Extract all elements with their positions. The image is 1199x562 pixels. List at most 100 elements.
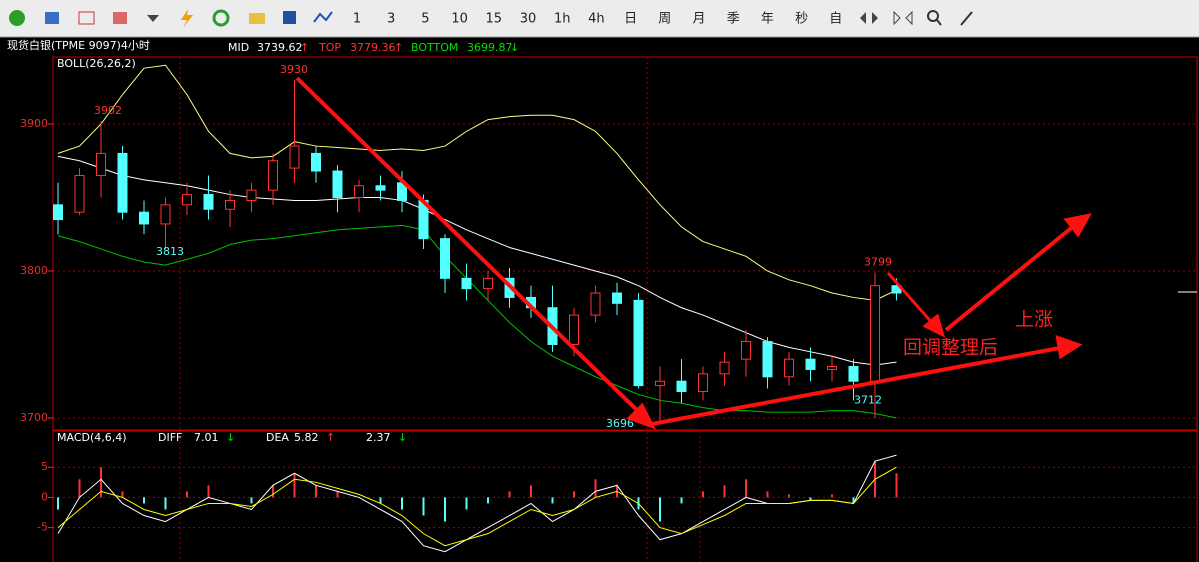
readout-value: 2.37	[366, 431, 391, 444]
candle-body	[805, 358, 816, 370]
flash-icon[interactable]	[181, 9, 193, 28]
price-panel	[52, 56, 1198, 431]
macd-title: MACD(4,6,4)	[57, 431, 127, 444]
top-value: 3779.36	[350, 41, 396, 54]
indicator-line	[57, 155, 897, 366]
readout-label: DEA	[266, 431, 289, 444]
period-button[interactable]: 季	[727, 12, 740, 27]
candle-body	[827, 366, 837, 370]
search-handle	[936, 19, 942, 26]
price-annotation: 3930	[280, 63, 308, 76]
save-icon[interactable]	[283, 11, 296, 24]
candle-body	[741, 341, 751, 360]
period-button[interactable]: 自	[829, 12, 842, 27]
top-label: TOP	[318, 41, 341, 54]
candle-body	[784, 358, 794, 378]
period-button[interactable]: 1	[353, 12, 361, 27]
macd-readouts: DIFF 7.01 ↓ DEA 5.82 ↑ 2.37 ↓	[158, 431, 407, 444]
readout-label: DIFF	[158, 431, 182, 444]
candle-body	[440, 238, 450, 279]
candle-body	[762, 341, 773, 378]
y-tick-label: 3900	[20, 117, 48, 130]
toolbar	[0, 0, 1199, 37]
candle-body	[203, 194, 214, 210]
candle-body	[483, 277, 493, 290]
period-button[interactable]: 周	[658, 12, 671, 27]
note: 回调整理后	[903, 337, 998, 359]
price-annotation: 3712	[854, 393, 882, 406]
bottom-value: 3699.87	[467, 41, 513, 54]
candle-body	[848, 366, 859, 382]
candle-body	[655, 380, 665, 387]
bottom-arrow: ↓	[510, 41, 519, 54]
arrow-head	[922, 313, 946, 338]
candle-body	[246, 189, 257, 201]
period-button[interactable]: 1h	[554, 12, 571, 27]
readout-arrow: ↑	[326, 431, 335, 444]
indicator-line	[57, 466, 897, 547]
trend-arrows	[295, 76, 1092, 430]
indicator-line	[57, 224, 897, 419]
candle-body	[354, 185, 364, 198]
header-readout: MID 3739.62 ↑ TOP 3779.36 ↑ BOTTOM 3699.…	[228, 41, 519, 54]
candle-body	[268, 160, 278, 191]
plot: 3700 3800 3900 3930 3902 3813 3696 3712 3799 -5 0 5	[20, 63, 1197, 553]
period-button[interactable]: 日	[624, 12, 637, 27]
period-button[interactable]: 5	[421, 12, 429, 27]
candle-body	[289, 145, 300, 169]
zoom-out-icon[interactable]	[893, 10, 913, 26]
back-icon[interactable]	[9, 10, 25, 26]
price-annotation: 3799	[864, 255, 892, 268]
indicator-line	[57, 64, 897, 301]
period-button[interactable]: 30	[520, 12, 537, 27]
candle-body	[698, 373, 708, 392]
table-icon[interactable]	[45, 12, 59, 24]
chart-icon[interactable]	[78, 11, 95, 25]
refresh-icon[interactable]	[212, 9, 230, 27]
candle-body	[461, 277, 472, 290]
line-icon[interactable]	[313, 11, 333, 23]
candle-body	[676, 380, 687, 392]
candle-body	[375, 185, 386, 191]
price-annotation: 3696	[606, 417, 634, 430]
candle-body	[612, 292, 622, 304]
period-button[interactable]: 秒	[795, 12, 808, 27]
multi-icon[interactable]	[113, 12, 127, 24]
search-icon[interactable]	[927, 10, 939, 22]
candle-body	[332, 170, 343, 198]
candle-body	[160, 204, 171, 225]
price-annotation: 3902	[94, 104, 122, 117]
y-tick-label: 3700	[20, 411, 48, 424]
period-button[interactable]: 3	[387, 12, 395, 27]
readout-value: 5.82	[294, 431, 319, 444]
period-button[interactable]: 10	[451, 12, 468, 27]
down-arrow	[295, 76, 647, 420]
macd-panel	[52, 430, 1198, 562]
indicator-line	[57, 454, 897, 553]
readout-value: 7.01	[194, 431, 219, 444]
candle-body	[590, 292, 601, 316]
period-button[interactable]: 4h	[588, 12, 605, 27]
y-tick-label: 5	[41, 460, 48, 473]
candle-body	[569, 314, 579, 345]
period-button[interactable]: 月	[692, 12, 705, 27]
period-button[interactable]: 15	[486, 12, 503, 27]
bottom-label: BOTTOM	[411, 41, 458, 54]
zoom-in-icon[interactable]	[860, 12, 878, 24]
price-annotation: 3813	[156, 245, 184, 258]
period-buttons: 1 3 5 10 15 30 1h 4h 日 周 月 季 年 秒 自	[353, 12, 842, 27]
up-arrow	[651, 345, 1066, 426]
boll-title: BOLL(26,26,2)	[57, 57, 136, 70]
readout-arrow: ↓	[398, 431, 407, 444]
candle-body	[311, 152, 321, 172]
up-arrow	[944, 223, 1077, 332]
draw-icon[interactable]	[960, 11, 973, 26]
top-arrow: ↑	[394, 41, 403, 54]
open-icon[interactable]	[249, 13, 265, 24]
period-button[interactable]: 年	[761, 12, 774, 27]
candle-body	[182, 194, 192, 206]
candle-body	[74, 174, 85, 213]
dropdown-icon[interactable]	[147, 15, 159, 22]
symbol-title: 现货白银(TPME 9097)4小时	[7, 38, 150, 52]
